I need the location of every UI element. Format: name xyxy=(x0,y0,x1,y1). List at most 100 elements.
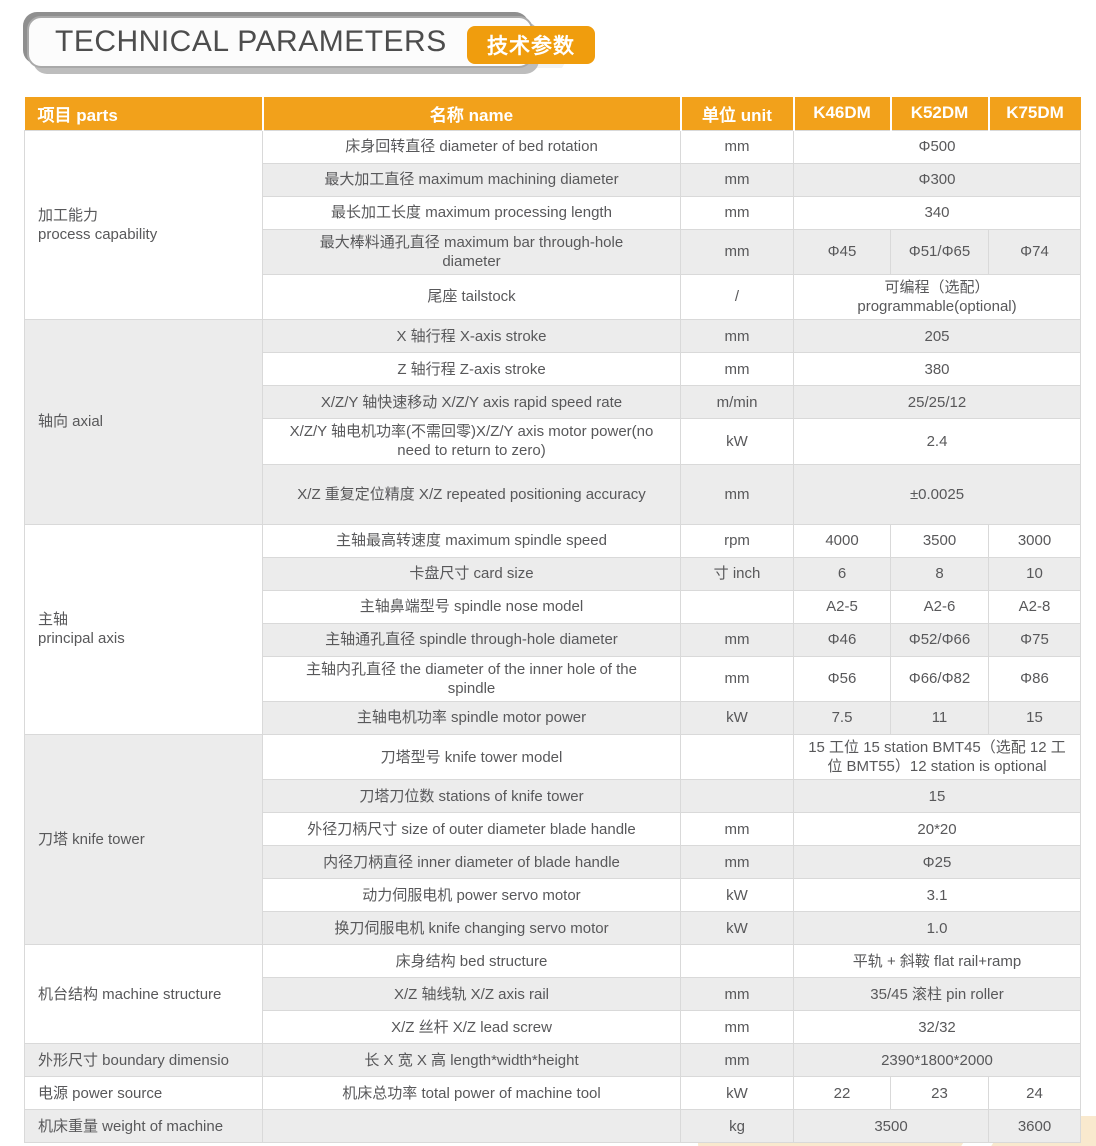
table-row: X/Z/Y 轴快速移动 X/Z/Y axis rapid speed rate m… xyxy=(25,385,1081,420)
param-name-cell: 主轴鼻端型号 spindle nose model xyxy=(262,589,681,624)
table-row: 动力伺服电机 power servo motor kW 3.1 xyxy=(25,878,1081,913)
section-label: 加工能力 process capability xyxy=(24,129,263,321)
param-name-cell: 尾座 tailstock xyxy=(262,273,681,321)
param-name-cell: 刀塔型号 knife tower model xyxy=(262,733,681,781)
col-header-model-k46dm: K46DM xyxy=(792,97,892,130)
title-box: TECHNICAL PARAMETERS xyxy=(27,16,533,68)
param-name-cell: 床身回转直径 diameter of bed rotation xyxy=(262,129,681,164)
value-cell: 3500 xyxy=(793,1109,989,1144)
value-cell: A2-6 xyxy=(890,589,989,624)
value-cell: 2.4 xyxy=(793,418,1081,465)
value-cell: 3500 xyxy=(890,523,989,558)
value-cell: 可编程（选配） programmable(optional) xyxy=(793,273,1081,321)
value-cell: Φ56 xyxy=(793,655,891,703)
table-row: 内径刀柄直径 inner diameter of blade handle mm Φ… xyxy=(25,845,1081,880)
param-name-cell: 主轴最高转速度 maximum spindle speed xyxy=(262,523,681,558)
table-row: 主轴内孔直径 the diameter of the inner hole of… xyxy=(25,655,1081,703)
unit-cell: mm xyxy=(680,1043,794,1078)
param-name-cell: 最大加工直径 maximum machining diameter xyxy=(262,162,681,197)
value-cell: 20*20 xyxy=(793,812,1081,847)
table-row: X/Z/Y 轴电机功率(不需回零)X/Z/Y axis motor power(… xyxy=(25,418,1081,465)
unit-cell: mm xyxy=(680,352,794,387)
unit-cell xyxy=(680,944,794,979)
value-cell: Φ25 xyxy=(793,845,1081,880)
param-name-cell: 刀塔刀位数 stations of knife tower xyxy=(262,779,681,814)
value-cell: 8 xyxy=(890,556,989,591)
unit-cell: mm xyxy=(680,622,794,657)
table-row: 卡盘尺寸 card size 寸 inch 6 8 10 xyxy=(25,556,1081,591)
param-name-cell: X/Z/Y 轴快速移动 X/Z/Y axis rapid speed rate xyxy=(262,385,681,420)
param-name-cell: X/Z 轴线轨 X/Z axis rail xyxy=(262,977,681,1012)
unit-cell: rpm xyxy=(680,523,794,558)
value-cell: 4000 xyxy=(793,523,891,558)
col-header-name: 名称 name xyxy=(261,97,682,130)
param-name-cell: 床身结构 bed structure xyxy=(262,944,681,979)
unit-cell: mm xyxy=(680,845,794,880)
table-row: 轴向 axial X 轴行程 X-axis stroke mm 205 xyxy=(24,319,1081,525)
param-name-cell: 换刀伺服电机 knife changing servo motor xyxy=(262,911,681,946)
value-cell: 340 xyxy=(793,195,1081,230)
table-row: 换刀伺服电机 knife changing servo motor kW 1.0 xyxy=(25,911,1081,946)
unit-cell: mm xyxy=(680,319,794,354)
param-name-cell: 长 X 宽 X 高 length*width*height xyxy=(262,1043,681,1078)
value-cell: 6 xyxy=(793,556,891,591)
unit-cell xyxy=(680,589,794,624)
value-cell: ±0.0025 xyxy=(793,463,1081,525)
unit-cell: kW xyxy=(680,911,794,946)
col-header-parts: 项目 parts xyxy=(24,97,264,130)
param-name-cell: 主轴通孔直径 spindle through-hole diameter xyxy=(262,622,681,657)
table-row: 最长加工长度 maximum processing length mm 340 xyxy=(25,195,1081,230)
value-cell: Φ86 xyxy=(988,655,1081,703)
param-name-cell: X/Z 重复定位精度 X/Z repeated positioning accu… xyxy=(262,463,681,525)
unit-cell: mm xyxy=(680,195,794,230)
value-cell: Φ75 xyxy=(988,622,1081,657)
value-cell: 205 xyxy=(793,319,1081,354)
table-row: 尾座 tailstock / 可编程（选配） programmable(option… xyxy=(25,273,1081,321)
unit-cell: mm xyxy=(680,162,794,197)
param-name-cell: 内径刀柄直径 inner diameter of blade handle xyxy=(262,845,681,880)
section-label: 电源 power source xyxy=(24,1076,263,1111)
param-name-cell: X 轴行程 X-axis stroke xyxy=(262,319,681,354)
param-name-cell: Z 轴行程 Z-axis stroke xyxy=(262,352,681,387)
technical-parameters-table: 项目 parts 名称 name 单位 unit K46DM K52DM K75… xyxy=(24,97,1081,1144)
table-row: 主轴电机功率 spindle motor power kW 7.5 11 15 xyxy=(25,701,1081,735)
unit-cell: 寸 inch xyxy=(680,556,794,591)
value-cell: Φ51/Φ65 xyxy=(890,228,989,275)
unit-cell: mm xyxy=(680,977,794,1012)
param-name-cell: X/Z/Y 轴电机功率(不需回零)X/Z/Y axis motor power(… xyxy=(262,418,681,465)
value-cell: Φ45 xyxy=(793,228,891,275)
param-name-cell: X/Z 丝杆 X/Z lead screw xyxy=(262,1010,681,1045)
table-row: 主轴鼻端型号 spindle nose model A2-5 A2-6 A2-8 xyxy=(25,589,1081,624)
unit-cell: / xyxy=(680,273,794,321)
value-cell: 15 xyxy=(988,701,1081,735)
unit-cell xyxy=(680,733,794,781)
value-cell: 32/32 xyxy=(793,1010,1081,1045)
value-cell: A2-8 xyxy=(988,589,1081,624)
param-name-cell xyxy=(262,1109,681,1144)
param-name-cell: 主轴内孔直径 the diameter of the inner hole of… xyxy=(262,655,681,703)
title-badge-zh: 技术参数 xyxy=(467,26,595,64)
value-cell: 1.0 xyxy=(793,911,1081,946)
table-row: 外形尺寸 boundary dimensio 长 X 宽 X 高 length*w… xyxy=(24,1043,1081,1078)
unit-cell: kW xyxy=(680,701,794,735)
unit-cell: kW xyxy=(680,878,794,913)
unit-cell: m/min xyxy=(680,385,794,420)
value-cell: 10 xyxy=(988,556,1081,591)
table-header-row: 项目 parts 名称 name 单位 unit K46DM K52DM K75… xyxy=(24,97,1081,130)
value-cell: Φ74 xyxy=(988,228,1081,275)
value-cell: Φ500 xyxy=(793,129,1081,164)
unit-cell: mm xyxy=(680,655,794,703)
col-header-model-k52dm: K52DM xyxy=(889,97,990,130)
value-cell: 3600 xyxy=(988,1109,1081,1144)
table-row: 机床重量 weight of machine kg 3500 3600 xyxy=(24,1109,1081,1144)
page-title: TECHNICAL PARAMETERS xyxy=(55,25,447,58)
col-header-model-k75dm: K75DM xyxy=(987,97,1081,130)
param-name-cell: 最长加工长度 maximum processing length xyxy=(262,195,681,230)
value-cell: A2-5 xyxy=(793,589,891,624)
table-row: X/Z 轴线轨 X/Z axis rail mm 35/45 滚柱 pin roll… xyxy=(25,977,1081,1012)
value-cell: 15 xyxy=(793,779,1081,814)
value-cell: 2390*1800*2000 xyxy=(793,1043,1081,1078)
unit-cell: mm xyxy=(680,812,794,847)
value-cell: 25/25/12 xyxy=(793,385,1081,420)
unit-cell: mm xyxy=(680,129,794,164)
